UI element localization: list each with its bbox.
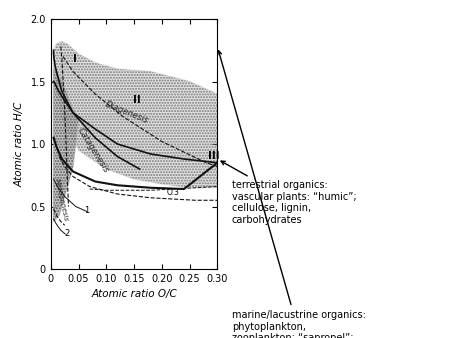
Text: terrestrial organics:
vascular plants: “humic”;
cellulose, lignin,
carbohydrates: terrestrial organics: vascular plants: “… [221,161,356,225]
Polygon shape [54,69,79,221]
Text: 2: 2 [65,229,70,238]
Text: Diagenesis: Diagenesis [104,99,149,125]
Text: I: I [73,53,77,64]
Polygon shape [54,42,217,188]
Text: Catagenesis: Catagenesis [76,126,111,175]
Text: II: II [133,95,141,105]
Text: Metagenesis: Metagenesis [54,178,69,222]
Text: III: III [208,151,220,161]
Text: marine/lacustrine organics:
phytoplankton,
zooplankton; “sapropel”;
fats, resino: marine/lacustrine organics: phytoplankto… [218,51,366,338]
Text: O.3: O.3 [166,188,179,197]
Y-axis label: Atomic ratio H/C: Atomic ratio H/C [15,101,25,187]
X-axis label: Atomic ratio O/C: Atomic ratio O/C [91,289,177,299]
Text: 1: 1 [84,206,90,215]
